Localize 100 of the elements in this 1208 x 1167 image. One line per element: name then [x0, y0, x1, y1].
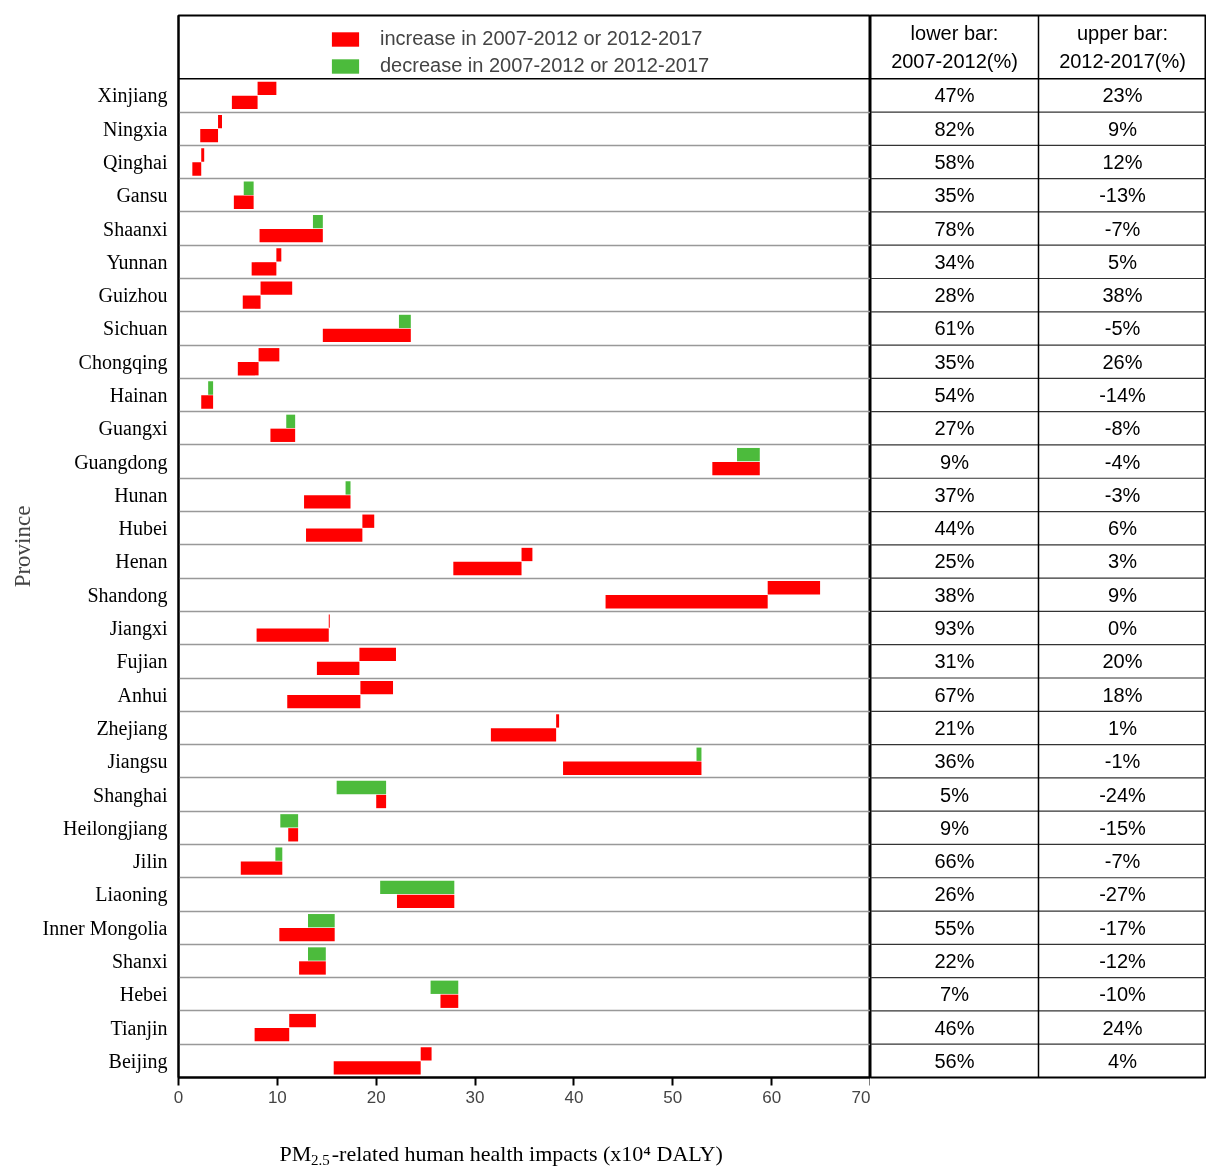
text: 67%	[934, 683, 975, 706]
text: 20%	[1102, 650, 1143, 673]
text: 9%	[1108, 583, 1138, 606]
text: -7%	[1104, 850, 1141, 873]
y-tick-label: Gansu	[116, 184, 168, 207]
text: 36%	[934, 750, 975, 773]
x-tick-label: 10	[267, 1087, 287, 1107]
y-tick-label: Qinghai	[103, 150, 168, 174]
text: 66%	[934, 850, 975, 873]
y-tick-label: Guangxi	[98, 417, 168, 441]
text: 93%	[934, 617, 975, 640]
y-tick-label: Beijing	[108, 1049, 168, 1073]
text: 82%	[934, 117, 975, 140]
y-tick-label: Henan	[115, 550, 168, 573]
text: 27%	[934, 417, 975, 440]
text: -8%	[1104, 417, 1141, 440]
y-tick-label: Zhejiang	[96, 716, 168, 740]
y-tick-label: Jilin	[133, 850, 168, 873]
text: 0%	[1108, 617, 1138, 640]
text: 28%	[934, 284, 975, 307]
text: 54%	[934, 384, 975, 407]
legend-label: increase in 2007-2012 or 2012-2017	[380, 27, 703, 50]
text: 1%	[1108, 716, 1138, 739]
x-tick-label: 30	[465, 1087, 485, 1107]
y-tick-label: Inner Mongolia	[42, 916, 168, 940]
y-tick-label: Hebei	[119, 983, 168, 1006]
text: -15%	[1099, 816, 1147, 839]
text: 55%	[934, 916, 975, 939]
text: -27%	[1099, 883, 1147, 906]
text: 78%	[934, 217, 975, 240]
y-tick-label: Chongqing	[78, 350, 168, 374]
text: 47%	[934, 84, 975, 107]
category-label: upper bar: 2012-2017(%)	[1059, 21, 1186, 73]
text: 12%	[1102, 150, 1143, 173]
text: 26%	[1102, 350, 1143, 373]
y-tick-label: Shaanxi	[103, 217, 168, 240]
text: 34%	[934, 250, 975, 273]
x-tick-label: 60	[762, 1087, 782, 1107]
text: 18%	[1102, 683, 1143, 706]
x-tick-label: 0	[173, 1087, 184, 1107]
y-tick-label: Hunan	[114, 483, 168, 506]
y-tick-label: Sichuan	[103, 317, 168, 340]
text: 46%	[934, 1016, 975, 1039]
text: -24%	[1099, 783, 1147, 806]
text: -12%	[1099, 949, 1147, 972]
y-tick-label: Ningxia	[103, 117, 168, 141]
y-tick-label: Shandong	[87, 583, 168, 607]
text: 35%	[934, 350, 975, 373]
text: 35%	[934, 184, 975, 207]
text: -14%	[1099, 384, 1147, 407]
x-tick-label: 70	[851, 1087, 871, 1107]
text: 58%	[934, 150, 975, 173]
text: 5%	[1108, 250, 1138, 273]
text: 6%	[1108, 517, 1138, 540]
text: 25%	[934, 550, 975, 573]
y-tick-label: Xinjiang	[97, 84, 168, 108]
text: 22%	[934, 949, 975, 972]
text: 56%	[934, 1049, 975, 1072]
y-tick-label: Hainan	[109, 384, 168, 407]
text: -5%	[1104, 317, 1141, 340]
x-tick-label: 50	[663, 1087, 683, 1107]
y-tick-label: Jiangxi	[109, 617, 168, 641]
y-tick-label: Guangdong	[74, 450, 168, 474]
legend-label: decrease in 2007-2012 or 2012-2017	[380, 54, 710, 77]
text: 4%	[1108, 1049, 1138, 1072]
text: 38%	[934, 583, 975, 606]
text: 38%	[1102, 284, 1143, 307]
text: -7%	[1104, 217, 1141, 240]
text: 37%	[934, 483, 975, 506]
text: -10%	[1099, 983, 1147, 1006]
text: 9%	[940, 816, 970, 839]
text: 26%	[934, 883, 975, 906]
text: 23%	[1102, 84, 1143, 107]
text: -3%	[1104, 483, 1141, 506]
y-tick-label: Tianjin	[110, 1016, 168, 1040]
text: 9%	[940, 450, 970, 473]
y-tick-label: Jiangsu	[107, 750, 168, 774]
text: -1%	[1104, 750, 1141, 773]
y-tick-label: Shanxi	[111, 949, 168, 972]
y-tick-label: Anhui	[117, 683, 168, 706]
text: 7%	[940, 983, 970, 1006]
text: -13%	[1099, 184, 1147, 207]
text: -4%	[1104, 450, 1141, 473]
y-tick-label: Yunnan	[106, 250, 168, 273]
y-axis-title: Province	[9, 505, 35, 588]
x-tick-label: 20	[366, 1087, 386, 1107]
text: 61%	[934, 317, 975, 340]
y-tick-label: Shanghai	[93, 783, 168, 807]
y-tick-label: Heilongjiang	[63, 816, 168, 840]
text: 5%	[940, 783, 970, 806]
y-tick-label: Hubei	[118, 517, 168, 540]
text: -17%	[1099, 916, 1147, 939]
y-tick-label: Guizhou	[98, 284, 168, 307]
category-label: lower bar: 2007-2012(%)	[891, 21, 1018, 73]
text: 44%	[934, 517, 975, 540]
x-tick-label: 40	[564, 1087, 584, 1107]
text: 21%	[934, 716, 975, 739]
text: 24%	[1102, 1016, 1143, 1039]
y-tick-label: Liaoning	[95, 883, 168, 907]
text: 31%	[934, 650, 975, 673]
